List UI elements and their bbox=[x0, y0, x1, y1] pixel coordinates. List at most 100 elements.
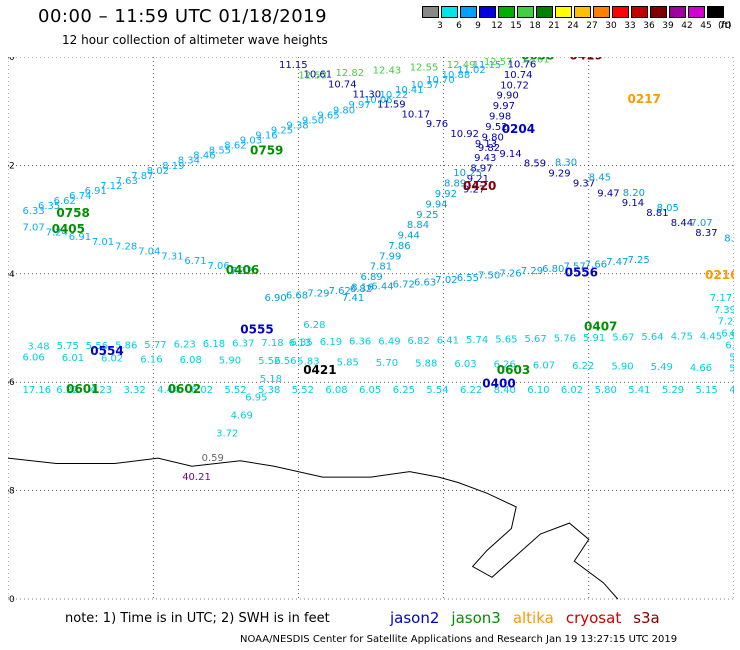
wave-height-value: 8.44 bbox=[671, 218, 693, 229]
wave-height-value: 5.77 bbox=[144, 340, 166, 351]
wave-height-value: 8.81 bbox=[646, 208, 668, 219]
map-frame bbox=[8, 57, 734, 599]
pass-time-label: 0203 bbox=[289, 57, 322, 60]
wave-height-value: 5.49 bbox=[651, 362, 673, 373]
wave-height-value: 6.07 bbox=[533, 360, 555, 371]
wave-height-value: 10.74 bbox=[504, 70, 533, 81]
track-cryosat-0421: 6.28 6.13 6.56 5.18 6.95 4.69 3.72 bbox=[216, 320, 325, 439]
track-jason2-0555: 3.48 5.75 5.56 5.86 5.77 6.23 6.18 6.37 7.18 6.35… bbox=[27, 331, 734, 353]
satellite-legend-jason3: jason3 bbox=[451, 609, 501, 627]
legend-swatch bbox=[460, 6, 477, 18]
track-jason3-0759: 6.336.356.626.746.917.127.637.878.028.19… bbox=[23, 60, 502, 217]
wave-height-value: 5.34 bbox=[729, 363, 734, 374]
wave-height-value: 10.92 bbox=[450, 129, 479, 140]
legend-swatch bbox=[650, 6, 667, 18]
wave-height-value: 7.32 bbox=[231, 266, 253, 277]
pass-time-label: 0407 bbox=[584, 320, 617, 334]
wave-height-value: 10.22 bbox=[380, 90, 409, 101]
wave-height-value: 12.82 bbox=[336, 68, 365, 79]
wave-height-value: 5.54 bbox=[426, 385, 448, 396]
pass-time-label: 0217 bbox=[628, 92, 661, 106]
wave-height-value: 5.41 bbox=[628, 385, 650, 396]
wave-height-value: 9.44 bbox=[398, 231, 420, 242]
wave-height-value: 5.88 bbox=[415, 359, 437, 370]
wave-height-value: 11.55 bbox=[511, 57, 540, 60]
wave-height-value: 10.06 bbox=[364, 95, 393, 106]
wave-height-value: 7.29 bbox=[521, 266, 543, 277]
wave-height-value: 7.07 bbox=[23, 222, 45, 233]
wave-height-value: 7.41 bbox=[342, 293, 364, 304]
wave-height-value: 6.25 bbox=[393, 385, 415, 396]
wave-height-value: 8.84 bbox=[407, 220, 429, 231]
wave-height-value: 6.91 bbox=[69, 232, 91, 243]
track-cryosat-0420-descending: 11.5510.7610.7410.729.909.979.989.529.80… bbox=[463, 57, 540, 196]
wave-height-value: 4.45 bbox=[700, 331, 722, 342]
legend-swatch bbox=[422, 6, 439, 18]
legend-label: 6 bbox=[456, 21, 462, 31]
wave-height-value: 12.57 bbox=[484, 57, 513, 68]
wave-height-value: 6.68 bbox=[286, 291, 308, 302]
wave-height-value: 7.01 bbox=[92, 237, 114, 248]
legend-swatch bbox=[498, 6, 515, 18]
wave-height-value: 6.08 bbox=[180, 355, 202, 366]
wave-height-value: 9.14 bbox=[622, 198, 644, 209]
wave-height-value: 11.15 bbox=[279, 60, 308, 71]
wave-height-value: 5.75 bbox=[57, 341, 79, 352]
wave-height-value: 9.97 bbox=[349, 100, 371, 111]
wave-height-value: 8.37 bbox=[724, 233, 734, 244]
wave-height-value: 4.75 bbox=[671, 332, 693, 343]
pass-time-label: 0555 bbox=[240, 322, 273, 336]
graticule bbox=[8, 57, 734, 600]
track-jason3-0603: 6.06 6.01 6.02 6.16 6.08 5.90 5.52 5.83 5.85 5.70… bbox=[23, 353, 735, 375]
wave-height-value: 5.74 bbox=[466, 335, 488, 346]
legend-label: 45 bbox=[700, 21, 712, 31]
legend-label: 3 bbox=[437, 21, 443, 31]
wave-height-value: 7.66 bbox=[585, 259, 607, 270]
satellite-tracks: 6.336.356.626.746.917.127.637.878.028.19… bbox=[23, 57, 735, 483]
wave-height-value: 8.55 bbox=[209, 146, 231, 157]
wave-height-value: 6.33 bbox=[23, 206, 45, 217]
note-text: note: 1) Time is in UTC; 2) SWH is in fe… bbox=[65, 611, 330, 626]
wave-height-value: 8.05 bbox=[657, 203, 679, 214]
wave-height-value: 12.61 bbox=[521, 57, 550, 65]
wave-height-value: 6.16 bbox=[140, 354, 162, 365]
legend-swatch bbox=[517, 6, 534, 18]
wave-height-value: 5.15 bbox=[696, 385, 718, 396]
legend-swatch bbox=[631, 6, 648, 18]
track-jason2-0203-descending: 11.1510.6110.7411.3011.5910.179.7610.929… bbox=[279, 60, 718, 239]
wave-height-value: 10.70 bbox=[426, 75, 455, 86]
wave-height-value: 17.16 bbox=[23, 385, 52, 396]
wave-height-value: 8.20 bbox=[623, 188, 645, 199]
wave-height-value: 9.82 bbox=[478, 143, 500, 154]
pass-time-label: 0420 bbox=[463, 179, 496, 193]
wave-height-value: 9.65 bbox=[317, 110, 339, 121]
latitude-tick-label: -60 bbox=[8, 57, 15, 63]
legend-swatch bbox=[593, 6, 610, 18]
wave-height-value: 7.81 bbox=[370, 262, 392, 273]
satellite-legend-altika: altika bbox=[512, 609, 554, 627]
wave-height-value: 4.23 bbox=[90, 385, 112, 396]
pass-time-label: 0602 bbox=[168, 382, 201, 396]
wave-height-value: 7.18 bbox=[261, 338, 283, 349]
pass-time-label: 0406 bbox=[226, 263, 259, 277]
wave-height-value: 6.63 bbox=[414, 277, 436, 288]
wave-height-value: 9.80 bbox=[333, 105, 355, 116]
wave-height-value: 6.22 bbox=[460, 385, 482, 396]
wave-height-value: 9.14 bbox=[499, 149, 521, 160]
wave-height-value: 12.55 bbox=[410, 63, 439, 74]
legend-label: 33 bbox=[624, 21, 636, 31]
wave-height-value: 6.80 bbox=[542, 264, 564, 275]
wave-height-value: 4.34 bbox=[729, 385, 734, 396]
wave-height-value: 7.26 bbox=[499, 268, 521, 279]
wave-height-value: 6.35 bbox=[291, 338, 313, 349]
wave-height-value: 7.31 bbox=[161, 251, 183, 262]
wave-height-value: 8.16 bbox=[351, 283, 373, 294]
wave-height-value: 6.71 bbox=[184, 256, 206, 267]
wave-height-value: 9.92 bbox=[435, 189, 457, 200]
wave-height-value: 6.72 bbox=[393, 280, 415, 291]
pass-time-label: 0419 bbox=[569, 57, 602, 63]
wave-height-value: 5.29 bbox=[662, 385, 684, 396]
wave-height-value: 6.82 bbox=[350, 284, 372, 295]
legend-swatch bbox=[574, 6, 591, 18]
wave-height-value: 6.08 bbox=[325, 385, 347, 396]
